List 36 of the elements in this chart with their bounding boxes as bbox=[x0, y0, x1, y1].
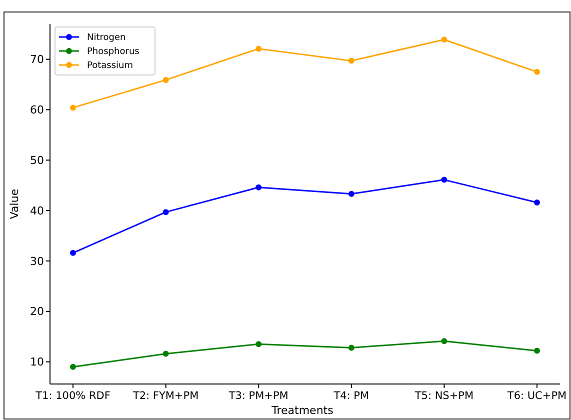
x-tick-label: T3: PM+PM bbox=[228, 390, 288, 402]
point bbox=[348, 190, 354, 197]
point bbox=[256, 341, 262, 348]
x-tick-label: T1: 100% RDF bbox=[34, 390, 110, 402]
point bbox=[441, 338, 448, 344]
point bbox=[441, 176, 448, 183]
point bbox=[256, 184, 262, 190]
y-tick-label: 40 bbox=[30, 204, 44, 218]
legend-label: Phosphorus bbox=[87, 47, 140, 58]
point bbox=[348, 58, 354, 64]
y-tick-label: 20 bbox=[30, 305, 44, 318]
y-tick-label: 30 bbox=[30, 254, 44, 268]
point bbox=[441, 36, 448, 43]
y-tick-label: 10 bbox=[30, 356, 44, 369]
x-tick-label: T2: FYM+PM bbox=[132, 390, 199, 402]
point bbox=[348, 344, 354, 351]
y-tick-label: 70 bbox=[30, 53, 44, 66]
x-axis-title: Treatments bbox=[270, 404, 334, 417]
x-tick-label: T5: NS+PM bbox=[414, 390, 474, 402]
point bbox=[534, 348, 540, 354]
x-tick-label: T4: PM bbox=[332, 390, 370, 402]
y-tick-label: 50 bbox=[30, 154, 44, 167]
point bbox=[70, 104, 76, 111]
point bbox=[70, 250, 76, 256]
x-tick-label: T6: UC+PM bbox=[506, 390, 567, 402]
legend-label: Nitrogen bbox=[87, 33, 126, 44]
point bbox=[534, 199, 540, 206]
point bbox=[162, 76, 169, 83]
point bbox=[534, 68, 540, 75]
y-tick-label: 60 bbox=[30, 104, 44, 117]
y-axis-title: Value bbox=[8, 188, 21, 220]
legend-label: Potassium bbox=[87, 61, 134, 72]
point bbox=[70, 364, 76, 370]
point bbox=[162, 209, 169, 216]
point bbox=[256, 46, 262, 52]
point bbox=[162, 350, 169, 357]
